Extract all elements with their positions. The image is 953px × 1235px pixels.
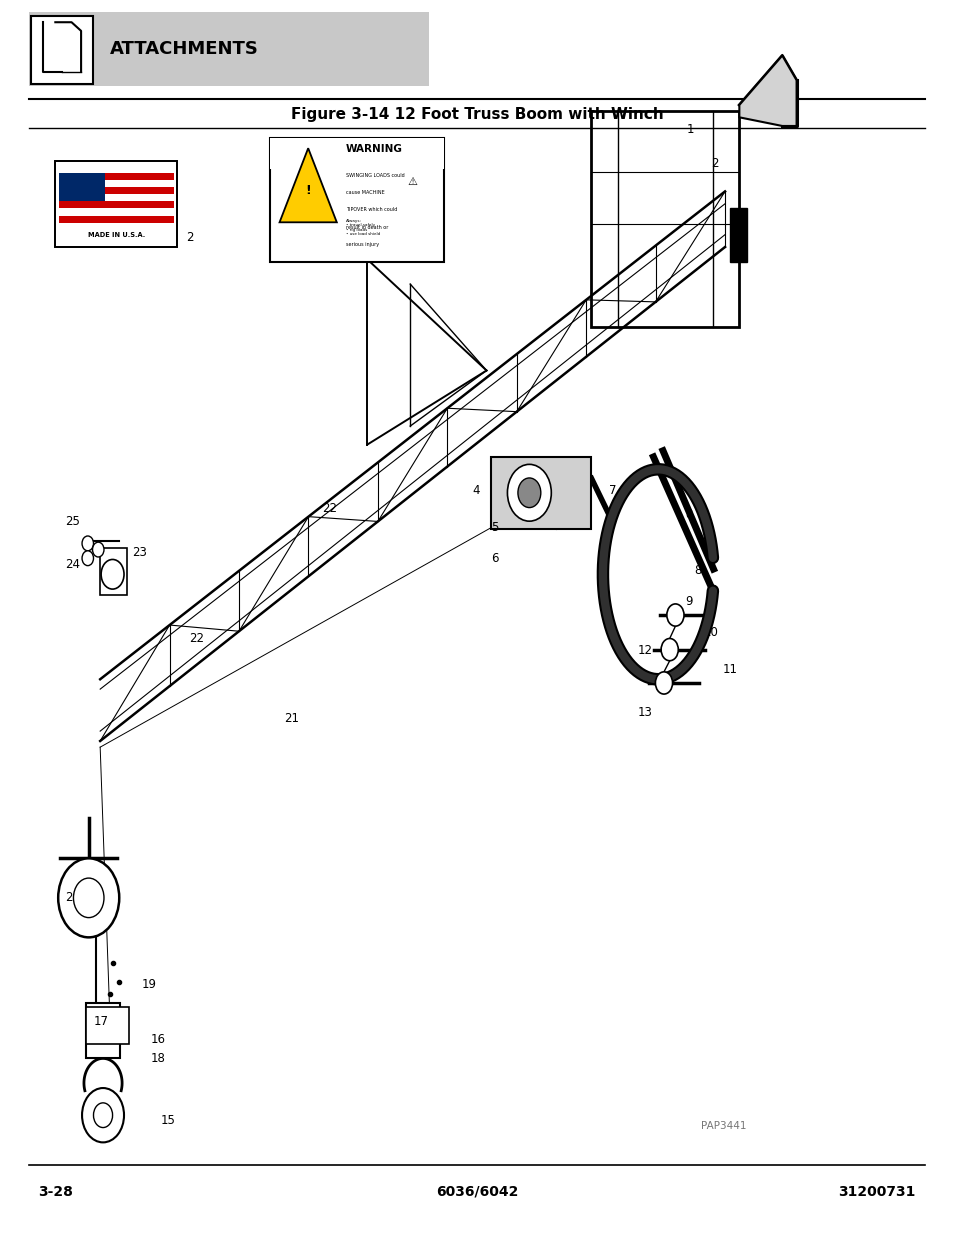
Text: 31200731: 31200731: [838, 1184, 915, 1199]
Bar: [100, 548, 127, 595]
Text: 21: 21: [284, 713, 299, 725]
Text: ⚠: ⚠: [407, 177, 416, 186]
Bar: [86, 1003, 120, 1058]
Circle shape: [73, 878, 104, 918]
Bar: [59, 173, 173, 180]
Polygon shape: [739, 56, 796, 126]
Text: 22: 22: [322, 503, 337, 515]
Bar: [270, 138, 443, 262]
Bar: [729, 209, 746, 263]
Text: TIPOVER which could: TIPOVER which could: [346, 207, 397, 212]
Text: 11: 11: [722, 663, 738, 676]
Text: 2: 2: [710, 157, 718, 169]
Text: 24: 24: [65, 558, 80, 571]
Text: 7: 7: [608, 484, 616, 496]
Bar: [59, 201, 173, 209]
Text: 10: 10: [703, 626, 719, 638]
Text: ATTACHMENTS: ATTACHMENTS: [110, 41, 258, 58]
Text: WARNING: WARNING: [345, 144, 402, 154]
Bar: [55, 161, 177, 247]
Text: 17: 17: [93, 1015, 109, 1028]
Text: 1: 1: [686, 124, 694, 136]
Text: 13: 13: [637, 706, 652, 719]
Text: 4: 4: [472, 484, 479, 496]
Text: 5: 5: [491, 521, 498, 534]
Text: 18: 18: [151, 1052, 166, 1065]
Bar: [491, 457, 591, 529]
Bar: [31, 16, 93, 84]
Text: 3-28: 3-28: [38, 1184, 73, 1199]
Text: 6: 6: [491, 552, 498, 564]
Text: 20: 20: [65, 892, 80, 904]
Text: 6036/6042: 6036/6042: [436, 1184, 517, 1199]
Text: !: !: [305, 184, 311, 196]
Text: 9: 9: [684, 595, 692, 608]
Bar: [29, 12, 429, 86]
Bar: [59, 173, 105, 201]
Polygon shape: [279, 148, 336, 222]
Circle shape: [666, 604, 683, 626]
Text: 8: 8: [684, 509, 692, 521]
Bar: [59, 186, 173, 194]
Text: 25: 25: [65, 515, 80, 527]
Text: 16: 16: [151, 1034, 166, 1046]
Text: Always:
• travel safely
• rig loads
• use load shield: Always: • travel safely • rig loads • us…: [346, 219, 380, 236]
Circle shape: [93, 1103, 112, 1128]
Circle shape: [655, 672, 672, 694]
Text: 12: 12: [637, 645, 652, 657]
Text: SWINGING LOADS could: SWINGING LOADS could: [346, 173, 405, 178]
Circle shape: [660, 638, 678, 661]
Bar: [59, 194, 173, 201]
Text: serious injury: serious injury: [346, 242, 379, 247]
Text: Figure 3-14 12 Foot Truss Boom with Winch: Figure 3-14 12 Foot Truss Boom with Winc…: [291, 107, 662, 122]
Bar: [86, 1007, 129, 1044]
Bar: [59, 216, 173, 222]
Bar: [591, 111, 739, 327]
Bar: [59, 209, 173, 216]
Circle shape: [58, 858, 119, 937]
Text: 22: 22: [189, 632, 204, 645]
Circle shape: [507, 464, 551, 521]
Circle shape: [92, 542, 104, 557]
Text: 8: 8: [694, 564, 701, 577]
Circle shape: [82, 1088, 124, 1142]
Text: 2: 2: [186, 231, 193, 243]
Text: PAP3441: PAP3441: [700, 1121, 746, 1131]
Text: 19: 19: [141, 978, 156, 990]
Circle shape: [82, 536, 93, 551]
Circle shape: [517, 478, 540, 508]
Bar: [270, 138, 443, 169]
Text: 3: 3: [729, 219, 737, 231]
Text: 23: 23: [132, 546, 147, 558]
Bar: [55, 161, 177, 247]
Text: result in death or: result in death or: [346, 225, 388, 230]
Circle shape: [82, 551, 93, 566]
Bar: [59, 180, 173, 186]
Text: cause MACHINE: cause MACHINE: [346, 190, 385, 195]
Text: MADE IN U.S.A.: MADE IN U.S.A.: [88, 232, 145, 238]
Text: 15: 15: [160, 1114, 175, 1126]
Circle shape: [101, 559, 124, 589]
